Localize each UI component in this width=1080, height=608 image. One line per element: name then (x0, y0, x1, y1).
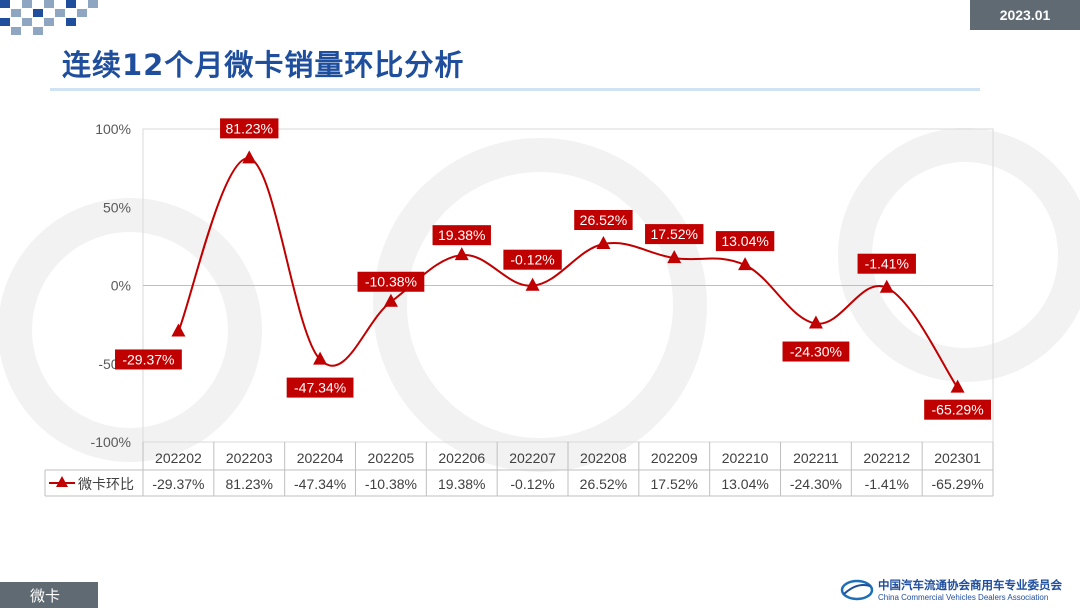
y-tick-label: 50% (103, 199, 131, 215)
data-point-marker (667, 250, 682, 264)
data-label: -47.34% (286, 377, 354, 398)
decor-square (66, 18, 76, 26)
svg-text:-47.34%: -47.34% (294, 380, 346, 396)
svg-text:-0.12%: -0.12% (510, 252, 554, 268)
decor-square (88, 0, 98, 8)
table-value: -47.34% (294, 476, 346, 492)
decor-square (33, 9, 43, 17)
decor-square (0, 0, 10, 8)
decor-square (66, 0, 76, 8)
x-tick-label: 202212 (863, 450, 910, 466)
x-tick-label: 202207 (509, 450, 556, 466)
x-tick-label: 202204 (297, 450, 344, 466)
svg-text:-24.30%: -24.30% (790, 344, 842, 360)
x-tick-label: 202206 (438, 450, 485, 466)
watermark (0, 128, 1080, 472)
legend-entry: 微卡环比 (49, 476, 134, 493)
decor-square (22, 18, 32, 26)
decor-square (11, 27, 21, 35)
y-tick-label: -100% (91, 434, 131, 450)
x-tick-label: 202202 (155, 450, 202, 466)
table-value: 81.23% (226, 476, 273, 492)
decor-square (11, 9, 21, 17)
y-tick-label: 0% (111, 278, 131, 294)
table-value: -24.30% (790, 476, 842, 492)
data-point-marker (171, 323, 186, 337)
data-point-marker (454, 247, 469, 261)
y-tick-label: 100% (95, 121, 131, 137)
footer-tag: 微卡 (0, 582, 98, 608)
date-badge: 2023.01 (970, 0, 1080, 30)
table-value: 19.38% (438, 476, 485, 492)
svg-text:-1.41%: -1.41% (865, 256, 909, 272)
decor-square (44, 0, 54, 8)
table-value: 26.52% (580, 476, 627, 492)
data-label: -1.41% (857, 253, 916, 274)
decor-square (22, 0, 32, 8)
decor-square (44, 18, 54, 26)
corner-decoration (0, 0, 98, 35)
data-label: -29.37% (115, 349, 182, 370)
decor-square (33, 27, 43, 35)
table-value: -29.37% (152, 476, 204, 492)
table-value: 13.04% (721, 476, 768, 492)
data-label: 26.52% (574, 209, 633, 230)
data-label: -0.12% (503, 249, 562, 270)
org-name-cn: 中国汽车流通协会商用车专业委员会 (878, 578, 1062, 592)
data-point-marker (525, 277, 540, 291)
table-value: -10.38% (365, 476, 417, 492)
page-title: 连续12个月微卡销量环比分析 (62, 48, 465, 82)
data-point-marker (313, 351, 328, 365)
cada-logo-icon (840, 579, 874, 600)
table-value: 17.52% (651, 476, 698, 492)
data-label: 17.52% (645, 224, 704, 245)
data-label: -24.30% (782, 341, 850, 362)
data-point-marker (383, 293, 398, 307)
legend-label: 微卡环比 (78, 477, 134, 493)
data-label: 19.38% (432, 225, 491, 246)
x-tick-label: 202203 (226, 450, 273, 466)
svg-text:17.52%: 17.52% (651, 226, 698, 242)
svg-text:13.04%: 13.04% (721, 233, 768, 249)
data-point-marker (596, 235, 611, 249)
x-tick-label: 202205 (368, 450, 415, 466)
x-tick-label: 202209 (651, 450, 698, 466)
table-value: -0.12% (510, 476, 554, 492)
watermark-ring (0, 198, 262, 462)
data-label: -10.38% (357, 271, 425, 292)
decor-square (77, 9, 87, 17)
data-point-marker (808, 315, 823, 329)
table-value: -65.29% (932, 476, 984, 492)
data-label: 81.23% (220, 118, 279, 139)
data-label: -65.29% (924, 399, 991, 420)
data-point-marker (950, 379, 965, 393)
table-value: -1.41% (865, 476, 909, 492)
x-tick-label: 202301 (934, 450, 981, 466)
decor-square (55, 9, 65, 17)
decor-square (0, 18, 10, 26)
data-label: 13.04% (715, 231, 775, 252)
watermark-ring (838, 128, 1080, 382)
svg-text:19.38%: 19.38% (438, 227, 485, 243)
title-divider (50, 88, 980, 91)
data-point-marker (738, 257, 753, 271)
x-tick-label: 202210 (722, 450, 769, 466)
org-name-en: China Commercial Vehicles Dealers Associ… (878, 593, 1049, 602)
svg-text:81.23%: 81.23% (226, 120, 273, 136)
x-tick-label: 202208 (580, 450, 627, 466)
svg-text:-65.29%: -65.29% (932, 402, 984, 418)
svg-text:26.52%: 26.52% (580, 212, 627, 228)
x-tick-label: 202211 (793, 450, 839, 466)
data-point-marker (242, 150, 257, 164)
svg-text:-10.38%: -10.38% (365, 274, 417, 290)
watermark-ring (373, 138, 707, 472)
data-point-marker (879, 279, 894, 293)
organization-logo: 中国汽车流通协会商用车专业委员会 China Commercial Vehicl… (840, 577, 1062, 602)
svg-text:-29.37%: -29.37% (122, 351, 174, 367)
